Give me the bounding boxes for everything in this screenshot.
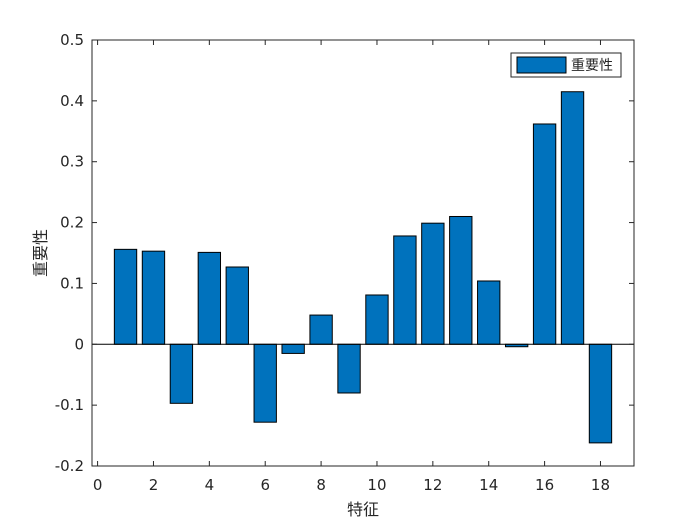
legend-swatch [516,56,567,74]
x-tick-label: 12 [423,476,442,494]
bar-14 [477,280,501,345]
bar-13 [449,215,473,345]
bar-10 [365,294,389,345]
y-axis-ticks: -0.2 -0.1 0 0.1 0.2 0.3 0.4 0.5 [55,31,634,475]
x-tick-label: 4 [205,476,215,494]
legend: 重要性 [510,52,622,78]
y-tick-label: -0.2 [55,457,84,475]
y-tick-label: 0.1 [60,274,84,292]
bar-5 [225,266,249,345]
bar-11 [393,235,417,345]
bar-8 [309,314,333,345]
bar-16 [532,123,557,345]
bar-12 [421,222,445,345]
bars-group [113,91,613,444]
y-axis-label: 重要性 [31,229,50,277]
plot-area: -0.2 -0.1 0 0.1 0.2 0.3 0.4 0.5 0 2 4 6 8 10 12 14 16 18 [55,31,635,494]
x-tick-label: 2 [149,476,159,494]
legend-label: 重要性 [571,58,613,74]
y-tick-label: -0.1 [55,396,84,414]
bar-9 [337,343,361,394]
x-tick-label: 10 [367,476,386,494]
y-tick-label: 0.2 [60,214,84,232]
bar-18 [588,343,613,444]
bar-1 [113,248,138,345]
x-tick-label: 14 [479,476,498,494]
bar-2 [141,250,166,345]
bar-6 [253,343,277,423]
bar-7 [281,343,305,354]
x-axis-label: 特征 [347,500,379,519]
x-axis-ticks: 0 2 4 6 8 10 12 14 16 18 [93,40,610,494]
x-tick-label: 16 [535,476,554,494]
x-tick-label: 8 [316,476,326,494]
x-tick-label: 6 [260,476,270,494]
y-tick-label: 0.5 [60,31,84,49]
bar-3 [169,343,194,404]
x-tick-label: 0 [93,476,103,494]
y-tick-label: 0 [74,335,84,353]
bar-4 [197,251,222,345]
x-tick-label: 18 [591,476,610,494]
y-tick-label: 0.4 [60,92,84,110]
bar-17 [560,91,585,345]
y-tick-label: 0.3 [60,153,84,171]
